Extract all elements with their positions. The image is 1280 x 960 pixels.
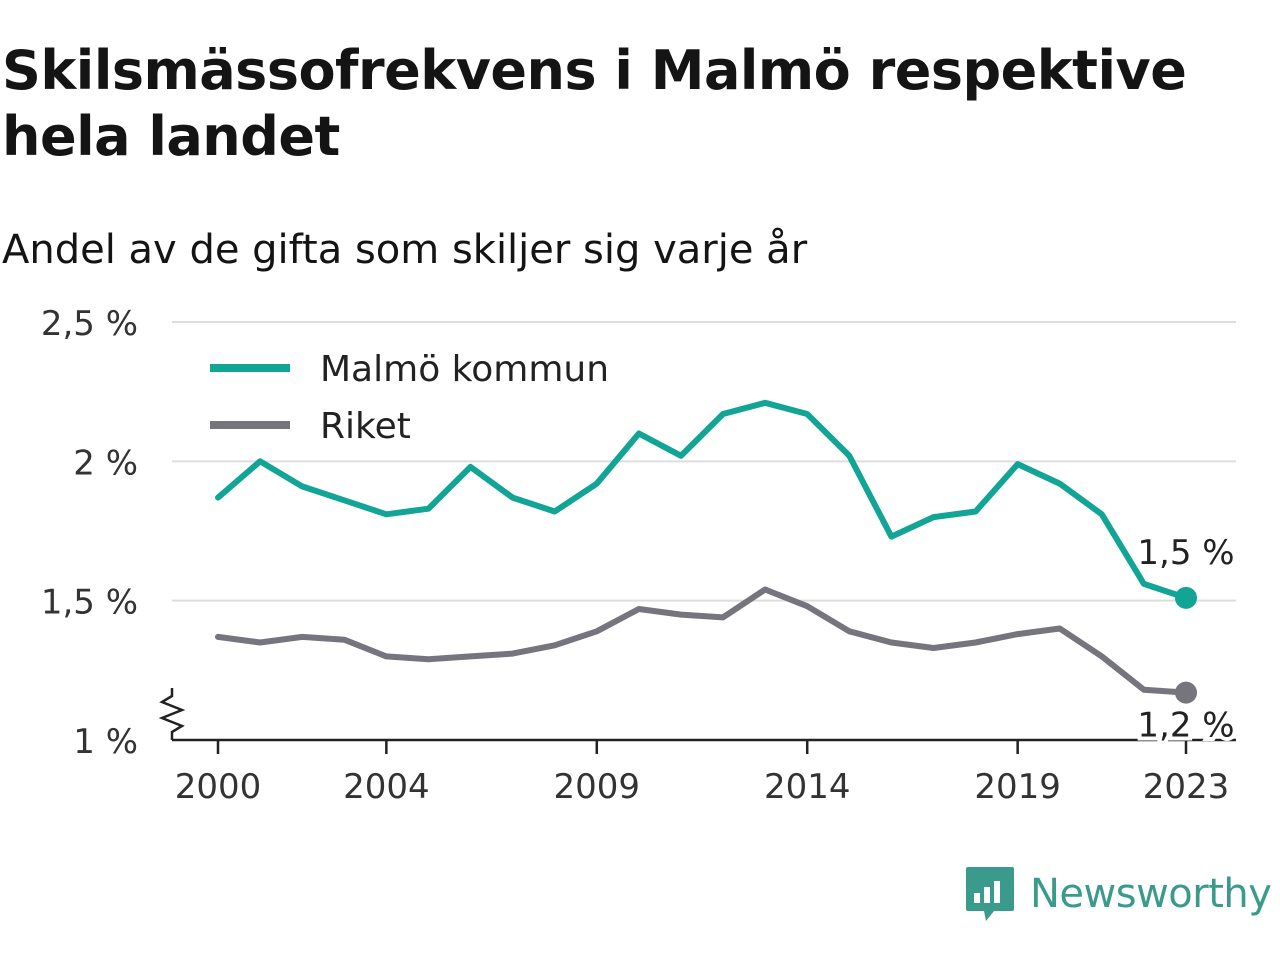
series-line-riket bbox=[215, 586, 1189, 696]
series-end-label: 1,5 % bbox=[1137, 533, 1234, 573]
x-tick-label: 2004 bbox=[343, 767, 430, 807]
y-tick-label: 2 % bbox=[73, 443, 138, 483]
x-tick-label: 2019 bbox=[974, 767, 1061, 807]
chart-subtitle: Andel av de gifta som skiljer sig varje … bbox=[2, 227, 808, 273]
y-tick-label: 2,5 % bbox=[41, 304, 138, 344]
x-tick-label: 2023 bbox=[1143, 767, 1230, 807]
chart-title: Skilsmässofrekvens i Malmö respektive he… bbox=[2, 39, 1187, 168]
y-tick-label: 1 % bbox=[73, 722, 138, 762]
x-tick-label: 2000 bbox=[175, 767, 262, 807]
series-end-point bbox=[1175, 681, 1197, 704]
legend-label: Riket bbox=[320, 406, 411, 447]
series-line-malmo bbox=[215, 399, 1189, 601]
brand-name: Newsworthy bbox=[1030, 871, 1272, 917]
newsworthy-logo-icon bbox=[966, 867, 1014, 921]
series-end-point bbox=[1175, 586, 1197, 609]
x-tick-label: 2014 bbox=[764, 767, 851, 807]
brand-logo: Newsworthy bbox=[964, 864, 1272, 924]
series-end-label: 1,2 % bbox=[1137, 706, 1234, 746]
y-tick-label: 1,5 % bbox=[41, 583, 138, 623]
y-axis-break-icon bbox=[158, 688, 186, 740]
legend-label: Malmö kommun bbox=[320, 349, 609, 390]
x-tick-label: 2009 bbox=[554, 767, 641, 807]
